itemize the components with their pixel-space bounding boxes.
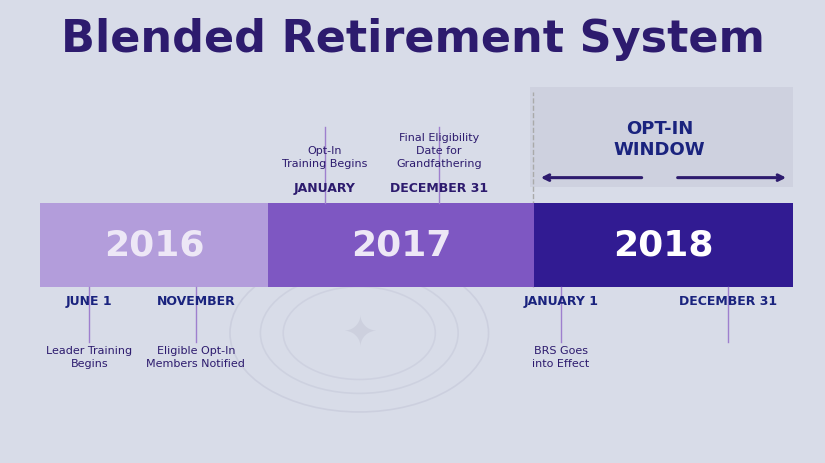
Text: 2018: 2018 [613,228,714,263]
Text: Leader Training
Begins: Leader Training Begins [46,345,132,368]
Text: 2016: 2016 [104,228,204,263]
Text: Blended Retirement System: Blended Retirement System [60,18,765,61]
FancyBboxPatch shape [534,204,793,287]
FancyBboxPatch shape [530,88,793,188]
Text: BRS Goes
into Effect: BRS Goes into Effect [532,345,589,368]
Text: JANUARY: JANUARY [294,181,356,194]
Text: Opt-In
Training Begins: Opt-In Training Begins [282,146,368,169]
Text: DEPARTMENT  OF  DEFENSE: DEPARTMENT OF DEFENSE [310,278,408,282]
Text: JUNE 1: JUNE 1 [66,294,112,307]
Text: DECEMBER 31: DECEMBER 31 [390,181,488,194]
Text: JANUARY 1: JANUARY 1 [523,294,598,307]
Text: OPT-IN
WINDOW: OPT-IN WINDOW [614,119,705,158]
Text: ✦: ✦ [342,313,377,354]
Text: NOVEMBER: NOVEMBER [157,294,235,307]
Text: Eligible Opt-In
Members Notified: Eligible Opt-In Members Notified [146,345,245,368]
FancyBboxPatch shape [268,204,534,287]
Text: 2017: 2017 [351,228,451,263]
Text: DECEMBER 31: DECEMBER 31 [679,294,777,307]
Text: Final Eligibility
Date for
Grandfathering: Final Eligibility Date for Grandfatherin… [396,133,482,169]
FancyBboxPatch shape [40,204,268,287]
